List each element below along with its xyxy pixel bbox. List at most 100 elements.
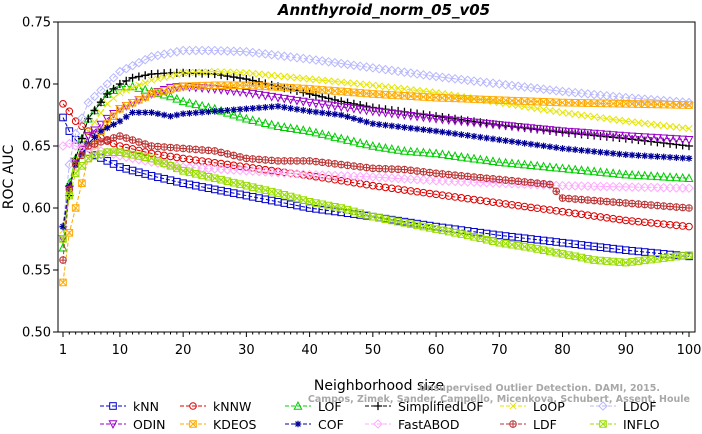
data-point	[463, 172, 472, 181]
data-point	[311, 99, 321, 109]
data-point	[122, 102, 131, 110]
data-point	[527, 243, 535, 252]
data-point	[286, 95, 296, 105]
data-point	[578, 147, 585, 154]
data-point	[481, 177, 492, 188]
data-point	[615, 198, 624, 207]
data-point	[576, 128, 587, 138]
data-point	[444, 116, 454, 125]
data-point	[627, 93, 637, 103]
data-point	[242, 154, 251, 163]
data-point	[229, 72, 238, 82]
data-point	[368, 107, 378, 117]
data-point	[71, 117, 80, 125]
data-point	[65, 185, 74, 194]
data-point	[336, 133, 346, 143]
data-point	[204, 172, 213, 181]
data-point	[388, 165, 396, 173]
data-point	[311, 55, 321, 65]
data-point	[90, 106, 99, 115]
data-point	[205, 108, 212, 116]
data-point	[514, 177, 523, 186]
data-point	[349, 99, 358, 108]
legend-item-odin: ODIN	[100, 417, 166, 432]
data-point	[665, 134, 675, 144]
data-point	[456, 176, 467, 187]
data-point	[374, 172, 384, 183]
data-point	[475, 119, 485, 129]
data-point	[243, 105, 250, 113]
data-point	[166, 176, 175, 185]
data-point	[628, 199, 636, 208]
data-point	[324, 130, 334, 140]
data-point	[665, 182, 675, 193]
data-point	[299, 196, 308, 204]
data-point	[652, 134, 662, 143]
data-point	[281, 104, 288, 111]
data-point	[571, 146, 579, 154]
data-point	[627, 169, 637, 179]
data-point	[59, 100, 67, 108]
data-point	[350, 79, 358, 88]
data-point	[633, 170, 643, 180]
data-point	[298, 53, 309, 64]
data-point	[652, 182, 663, 193]
data-point	[97, 127, 105, 135]
data-point	[475, 177, 486, 188]
y-tick-label: 0.60	[22, 202, 51, 217]
data-point	[583, 129, 593, 139]
data-point	[602, 167, 612, 177]
data-point	[184, 97, 194, 107]
data-point	[500, 79, 511, 90]
data-point	[160, 111, 168, 119]
data-point	[546, 106, 554, 115]
data-point	[641, 119, 649, 128]
data-point	[185, 68, 194, 77]
data-point	[228, 165, 239, 175]
data-point	[216, 85, 226, 95]
data-point	[633, 182, 644, 192]
data-point	[583, 89, 593, 99]
data-point	[318, 92, 327, 101]
legend-marker	[108, 420, 118, 429]
data-point	[103, 136, 112, 144]
data-point	[318, 109, 326, 117]
data-point	[482, 119, 492, 129]
data-point	[470, 232, 478, 241]
data-point	[343, 98, 352, 107]
data-point	[103, 157, 112, 165]
data-point	[317, 129, 327, 138]
data-point	[324, 159, 333, 167]
data-point	[179, 110, 187, 118]
legend-item-kdeos: KDEOS	[180, 417, 257, 432]
data-point	[634, 257, 643, 265]
data-point	[235, 165, 245, 176]
data-point	[166, 85, 175, 94]
data-point	[634, 119, 643, 127]
data-point	[287, 105, 294, 112]
legend-marker	[109, 402, 117, 410]
data-point	[608, 168, 618, 178]
data-point	[361, 106, 372, 116]
data-point	[191, 145, 200, 154]
data-point	[209, 45, 220, 56]
data-point	[363, 118, 370, 126]
data-point	[520, 178, 529, 186]
data-point	[254, 90, 264, 100]
data-point	[570, 128, 580, 138]
series-knnw	[59, 100, 693, 231]
data-point	[350, 115, 358, 122]
data-point	[653, 255, 662, 263]
data-point	[77, 113, 87, 123]
data-point	[65, 191, 74, 200]
legend-marker	[189, 402, 197, 410]
data-point	[349, 104, 359, 114]
data-point	[678, 135, 688, 145]
data-point	[671, 183, 682, 193]
data-point	[179, 69, 187, 77]
legend-marker	[599, 420, 607, 428]
data-point	[260, 91, 270, 101]
series-ldf	[59, 132, 693, 264]
data-point	[412, 112, 422, 122]
data-point	[634, 200, 643, 208]
